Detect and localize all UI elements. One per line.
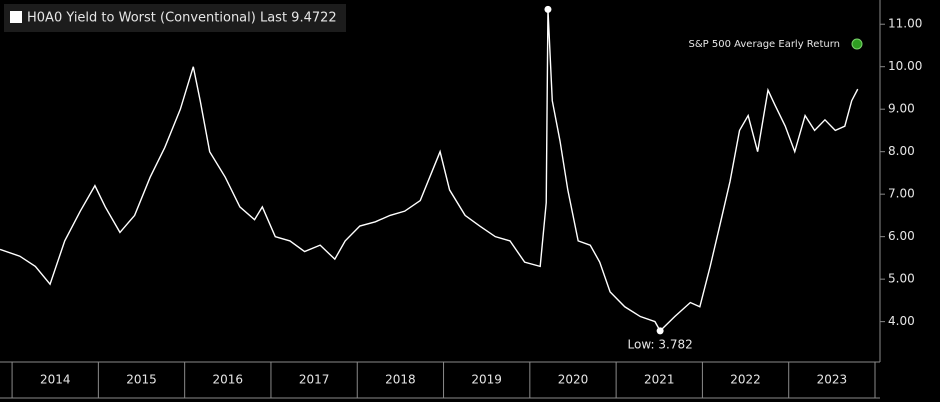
y-tick-label: 11.00 — [888, 17, 922, 31]
y-tick-label: 9.00 — [888, 102, 915, 116]
x-tick-label: 2023 — [817, 373, 848, 387]
y-tick-label: 4.00 — [888, 314, 915, 328]
series-title: H0A0 Yield to Worst (Conventional) Last … — [27, 11, 337, 26]
y-tick-label: 8.00 — [888, 144, 915, 158]
max-marker — [544, 5, 552, 13]
x-tick-label: 2017 — [299, 373, 330, 387]
y-tick-label: 7.00 — [888, 187, 915, 201]
x-tick-label: 2016 — [213, 373, 244, 387]
x-tick-label: 2020 — [558, 373, 589, 387]
x-tick-label: 2018 — [385, 373, 416, 387]
series-line — [0, 9, 859, 333]
legend-marker — [851, 38, 863, 50]
low-annotation: Low: 3.782 — [628, 337, 693, 351]
x-tick-label: 2019 — [471, 373, 502, 387]
y-tick-label: 10.00 — [888, 59, 922, 73]
series-swatch — [10, 11, 22, 23]
legend-label: S&P 500 Average Early Return — [689, 39, 840, 50]
x-tick-label: 2021 — [644, 373, 675, 387]
title-box — [4, 4, 346, 32]
y-tick-label: 5.00 — [888, 272, 915, 286]
min-marker — [656, 327, 664, 335]
x-tick-label: 2022 — [730, 373, 761, 387]
x-tick-label: 2014 — [40, 373, 71, 387]
y-tick-label: 6.00 — [888, 229, 915, 243]
x-tick-label: 2015 — [126, 373, 157, 387]
